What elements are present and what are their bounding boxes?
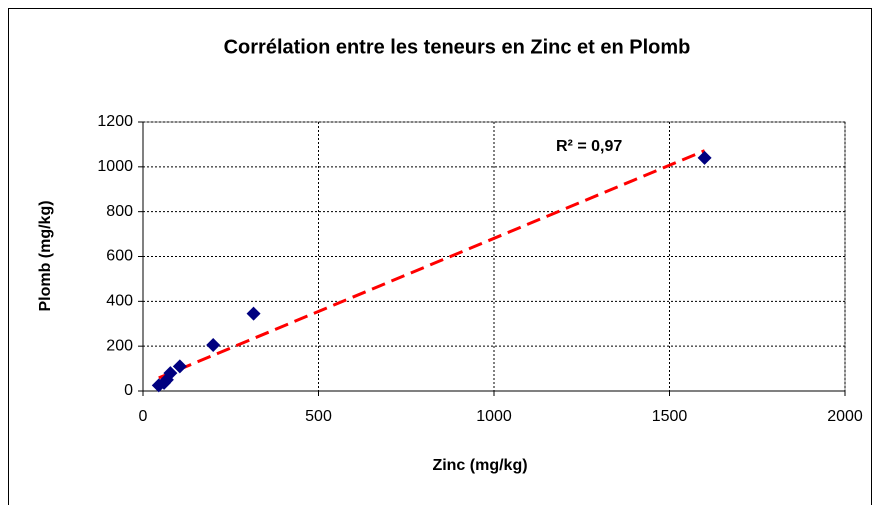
x-tick-label: 2000 <box>827 408 863 425</box>
y-tick-label: 200 <box>106 337 133 354</box>
trendline-annotation: R² = 0,97 <box>556 138 622 155</box>
y-tick-label: 0 <box>124 382 133 399</box>
y-tick-label: 400 <box>106 293 133 310</box>
point <box>697 150 712 165</box>
x-tick-label: 0 <box>139 408 148 425</box>
point <box>206 338 221 353</box>
point <box>246 306 261 321</box>
trendline <box>158 149 706 380</box>
chart-title: Corrélation entre les teneurs en Zinc et… <box>224 36 691 58</box>
x-axis-label: Zinc (mg/kg) <box>432 457 527 474</box>
x-tick-label: 1500 <box>652 408 688 425</box>
point <box>163 366 178 381</box>
x-tick-label: 1000 <box>476 408 512 425</box>
y-axis-label: Plomb (mg/kg) <box>37 200 54 311</box>
y-tick-label: 1200 <box>97 113 133 130</box>
y-tick-label: 1000 <box>97 158 133 175</box>
point <box>172 359 187 374</box>
y-tick-label: 600 <box>106 248 133 265</box>
x-tick-label: 500 <box>305 408 332 425</box>
y-tick-label: 800 <box>106 203 133 220</box>
